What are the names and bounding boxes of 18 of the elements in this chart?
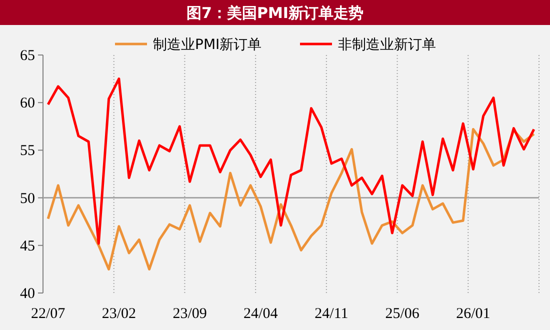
legend-label: 制造业PMI新订单 [153, 37, 262, 53]
line-series [46, 128, 536, 270]
x-tick-label: 26/01 [456, 306, 490, 322]
y-tick-label: 45 [20, 238, 35, 254]
line-series [46, 78, 536, 245]
chart-title: 图7：美国PMI新订单走势 [186, 4, 364, 22]
x-tick-label: 23/02 [102, 306, 136, 322]
y-tick-label: 60 [20, 96, 35, 112]
y-tick-label: 65 [20, 48, 35, 64]
y-tick-label: 55 [20, 143, 35, 160]
x-tick-label: 23/09 [172, 306, 207, 322]
x-tick-label: 25/06 [385, 306, 420, 322]
x-tick-label: 22/07 [30, 306, 66, 322]
x-tick-label: 24/11 [314, 306, 348, 322]
legend-label: 非制造业新订单 [338, 37, 436, 53]
y-tick-label: 40 [20, 286, 35, 302]
x-tick-label: 24/04 [244, 306, 278, 322]
y-tick-label: 50 [20, 190, 35, 207]
